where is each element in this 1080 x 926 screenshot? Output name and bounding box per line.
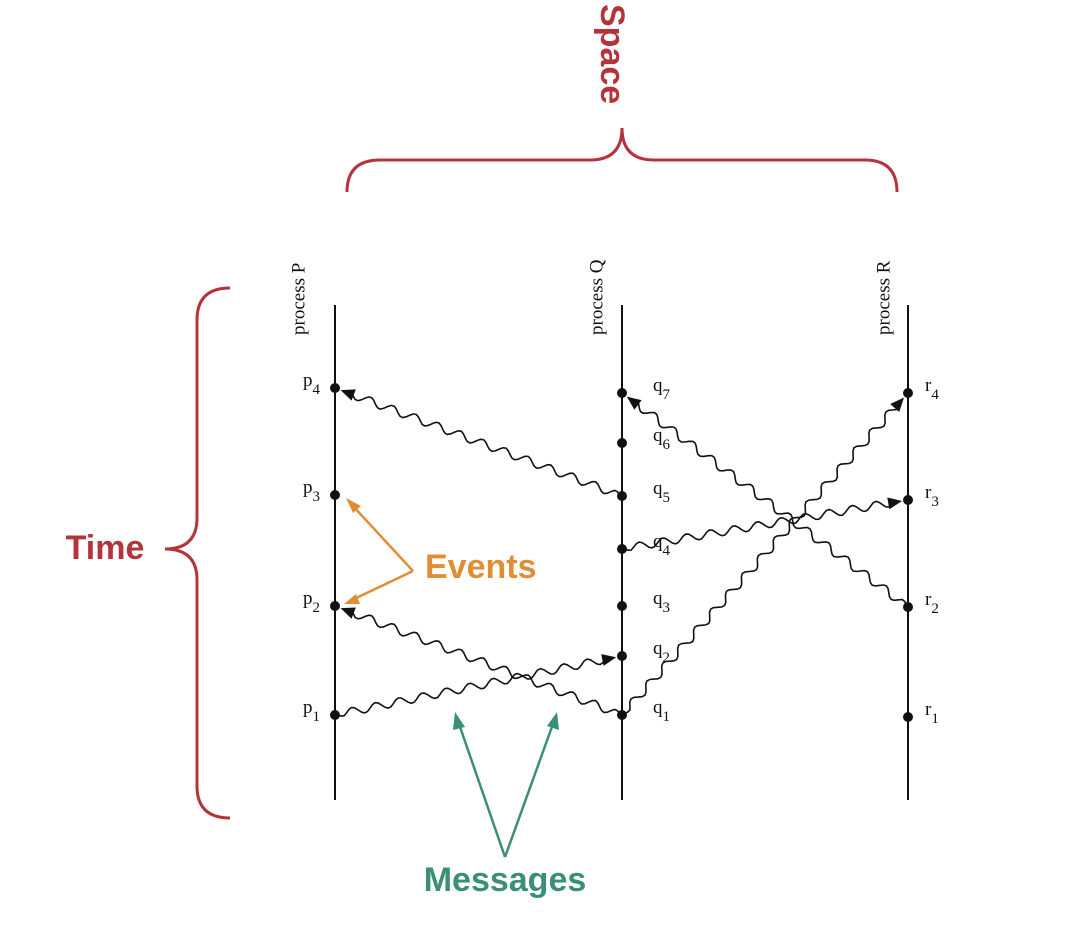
event-dot [330,601,340,611]
event-letter: r [925,375,932,396]
event-letter: p [303,477,313,498]
event-letter: p [303,588,313,609]
event-label: r1 [925,699,939,727]
event-index: 2 [313,600,321,616]
event-letter: q [653,638,663,659]
event-dot [617,651,627,661]
time-label: Time [66,529,145,567]
event-label: p1 [303,697,320,725]
event-index: 3 [931,494,939,510]
event-index: 3 [663,600,671,616]
messages-label: Messages [424,861,587,899]
event-index: 4 [931,387,939,403]
event-dot [330,383,340,393]
space-brace [345,127,899,193]
event-index: 7 [663,387,671,403]
event-label: p4 [303,370,321,398]
event-label: q3 [653,588,670,616]
event-index: 1 [931,711,939,727]
event-letter: p [303,697,313,718]
event-letter: q [653,478,663,499]
message-arrowhead [340,389,356,401]
message-arrowhead [626,396,642,410]
event-label: q5 [653,478,670,506]
event-dot [903,495,913,505]
event-letter: r [925,482,932,503]
event-dot [617,601,627,611]
event-letter: q [653,425,663,446]
events-label: Events [425,548,537,586]
message-arrowhead [340,607,356,619]
event-index: 4 [313,382,321,398]
process-label: process P [288,263,309,335]
message [621,403,901,716]
event-letter: p [303,370,313,391]
event-dot [617,388,627,398]
space-label: Space [593,4,631,104]
event-index: 2 [931,601,939,617]
event-label: r3 [925,482,939,510]
event-index: 6 [663,437,671,453]
event-label: r4 [925,375,939,403]
message-arrowhead [601,654,617,666]
event-label: p3 [303,477,320,505]
events-arrows [344,498,414,604]
event-label: q7 [653,375,671,403]
message [348,391,623,497]
event-label: r2 [925,589,939,617]
event-index: 4 [663,543,671,559]
message [621,500,895,552]
message-arrowhead [890,397,905,412]
event-dot [617,438,627,448]
event-index: 1 [313,709,321,725]
time-brace [164,286,231,820]
event-index: 2 [663,650,671,666]
event-label: q1 [653,697,670,725]
event-index: 3 [313,489,321,505]
event-index: 1 [663,709,671,725]
event-index: 5 [663,490,671,506]
event-dot [330,490,340,500]
message [334,657,609,717]
event-label: p2 [303,588,320,616]
event-label: q2 [653,638,670,666]
message [348,609,623,716]
event-dot [903,712,913,722]
process-label: process R [873,260,894,335]
event-label: q6 [653,425,671,453]
event-dot [903,388,913,398]
event-letter: r [925,699,932,720]
message [633,399,909,608]
message-arrowhead [887,497,903,510]
event-letter: q [653,375,663,396]
event-letter: q [653,588,663,609]
messages-arrows [453,712,559,858]
event-letter: r [925,589,932,610]
event-letter: q [653,697,663,718]
process-label: process Q [586,259,607,335]
